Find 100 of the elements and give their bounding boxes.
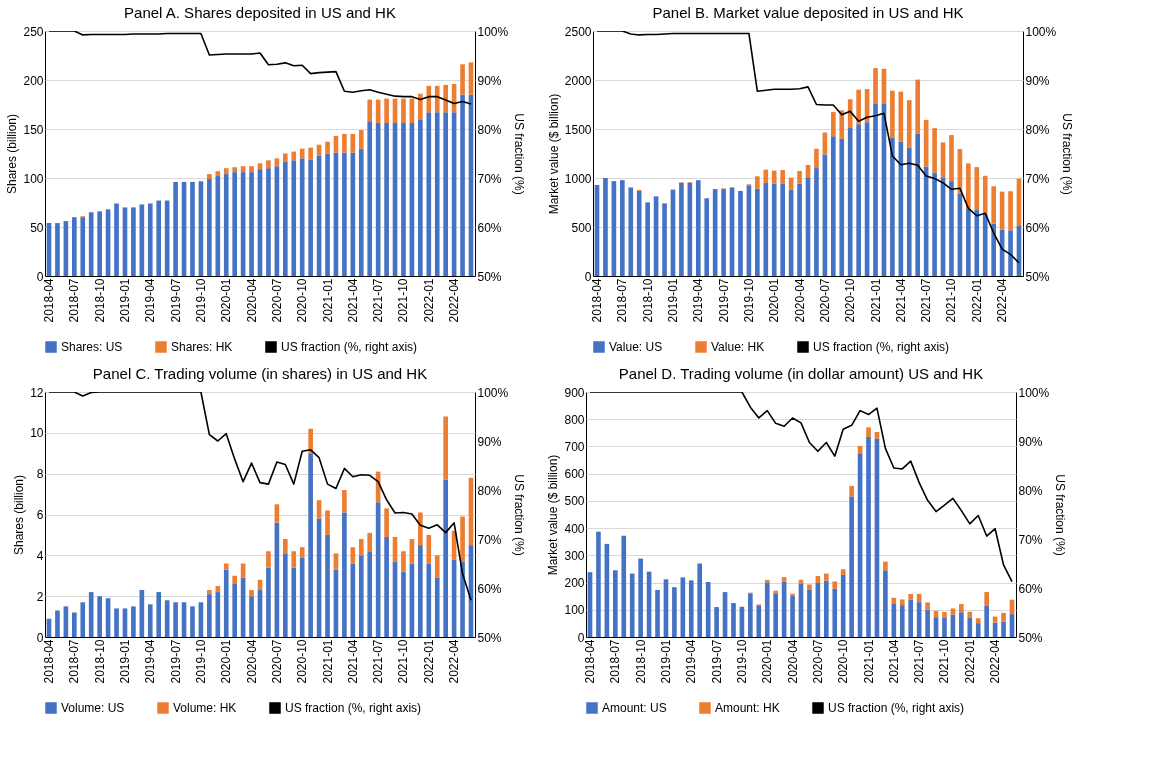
bar xyxy=(223,174,229,276)
bar xyxy=(755,188,760,276)
bar xyxy=(780,183,785,276)
bar xyxy=(80,217,86,276)
bar xyxy=(629,573,635,637)
y2-tick-label: 100% xyxy=(1018,385,1050,400)
x-tick-label: 2019-10 xyxy=(193,639,208,684)
legend-label: Volume: US xyxy=(61,701,125,715)
bar xyxy=(426,534,432,564)
x-tick-label: 2020-01 xyxy=(219,639,234,684)
x-tick-label: 2020-04 xyxy=(785,639,800,684)
y-tick-label: 600 xyxy=(564,467,585,482)
x-tick-label: 2022-04 xyxy=(988,639,1003,684)
x-tick-label: 2020-07 xyxy=(269,639,284,684)
x-tick-label: 2020-07 xyxy=(269,278,284,323)
legend-label: Value: HK xyxy=(711,340,765,354)
y-tick-label: 10 xyxy=(30,426,44,441)
y-tick-label: 250 xyxy=(23,24,44,39)
bar xyxy=(991,186,996,224)
bar xyxy=(890,90,895,138)
bar xyxy=(308,147,313,160)
x-tick-label: 2018-04 xyxy=(42,278,57,323)
bar xyxy=(738,190,743,276)
bar xyxy=(232,583,237,637)
y2-axis-title: US fraction (%) xyxy=(1053,474,1068,556)
bar xyxy=(55,223,60,276)
bar xyxy=(780,169,785,184)
y2-tick-label: 80% xyxy=(1018,483,1043,498)
bar xyxy=(763,169,769,183)
bar xyxy=(342,512,347,637)
bar xyxy=(773,593,778,637)
bar xyxy=(266,567,271,637)
bar xyxy=(173,181,178,276)
x-tick-label: 2021-01 xyxy=(320,639,335,684)
bar xyxy=(873,68,878,105)
line-series xyxy=(48,31,472,105)
x-tick-label: 2020-04 xyxy=(792,278,807,323)
x-tick-label: 2021-01 xyxy=(868,278,883,323)
bar xyxy=(443,84,448,113)
bar xyxy=(603,178,608,276)
bar xyxy=(697,563,703,637)
x-tick-label: 2018-10 xyxy=(633,639,648,684)
bar xyxy=(1001,612,1006,622)
bar xyxy=(748,593,753,637)
chart-title: Panel C. Trading volume (in shares) in US and HK xyxy=(92,365,428,382)
y2-axis-title: US fraction (%) xyxy=(1060,113,1075,195)
bar xyxy=(367,551,373,637)
bar xyxy=(899,605,905,637)
bar xyxy=(97,596,102,637)
x-tick-label: 2021-01 xyxy=(861,639,876,684)
y2-tick-label: 60% xyxy=(1025,220,1050,235)
y-tick-label: 700 xyxy=(564,439,585,454)
bar xyxy=(1008,230,1013,276)
y-axis-title: Market value ($ billion) xyxy=(546,93,561,215)
bar xyxy=(638,558,643,637)
y2-tick-label: 50% xyxy=(1025,269,1050,284)
y2-tick-label: 80% xyxy=(1025,122,1050,137)
bar xyxy=(443,479,448,637)
x-tick-label: 2020-07 xyxy=(810,639,825,684)
bar xyxy=(763,183,769,276)
legend-label: Amount: US xyxy=(602,701,667,715)
y2-axis-title: US fraction (%) xyxy=(512,474,527,556)
bar xyxy=(223,569,229,637)
bar xyxy=(873,104,878,276)
bar xyxy=(764,579,770,583)
bar xyxy=(232,167,237,173)
bar xyxy=(249,172,254,276)
bar xyxy=(982,214,988,276)
bar xyxy=(190,606,195,637)
bar xyxy=(88,592,94,637)
bar xyxy=(832,581,838,589)
y2-tick-label: 60% xyxy=(477,581,502,596)
x-tick-label: 2019-04 xyxy=(143,278,158,323)
y-tick-label: 2000 xyxy=(564,73,592,88)
bar xyxy=(655,589,660,637)
bar xyxy=(807,589,812,637)
bar xyxy=(156,592,162,637)
bar xyxy=(367,121,373,276)
y-tick-label: 0 xyxy=(36,630,44,645)
bar xyxy=(299,547,305,558)
y-axis-title: Shares (billion) xyxy=(12,474,27,556)
x-tick-label: 2021-04 xyxy=(893,278,908,323)
bar xyxy=(773,590,778,594)
bar xyxy=(367,99,373,122)
x-tick-label: 2021-07 xyxy=(371,278,386,323)
bar xyxy=(906,147,912,276)
bar xyxy=(232,172,237,276)
y-tick-label: 300 xyxy=(564,548,585,563)
bar xyxy=(443,112,448,276)
bar xyxy=(840,574,846,637)
bar xyxy=(883,561,888,571)
bar xyxy=(704,198,710,276)
x-tick-label: 2019-01 xyxy=(665,278,680,323)
x-tick-label: 2022-04 xyxy=(447,639,462,684)
y2-tick-label: 70% xyxy=(477,532,502,547)
y-tick-label: 100 xyxy=(23,171,44,186)
bar xyxy=(325,153,330,276)
y-tick-label: 800 xyxy=(564,412,585,427)
x-tick-label: 2019-10 xyxy=(734,639,749,684)
bar xyxy=(975,618,981,624)
